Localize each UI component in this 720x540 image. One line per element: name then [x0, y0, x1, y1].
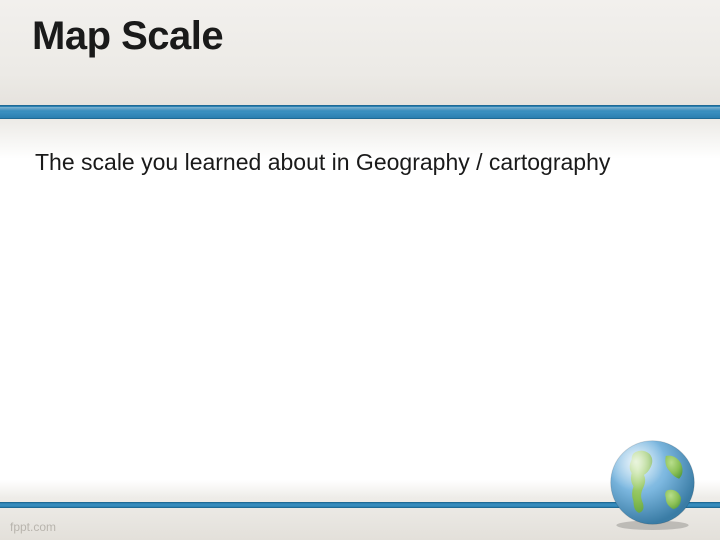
globe-icon: [605, 435, 700, 530]
watermark: fppt.com: [10, 520, 56, 534]
slide-body: The scale you learned about in Geography…: [35, 148, 640, 177]
slide: Map Scale The scale you learned about in…: [0, 0, 720, 540]
divider-bar-top: [0, 105, 720, 119]
slide-title: Map Scale: [32, 14, 223, 59]
